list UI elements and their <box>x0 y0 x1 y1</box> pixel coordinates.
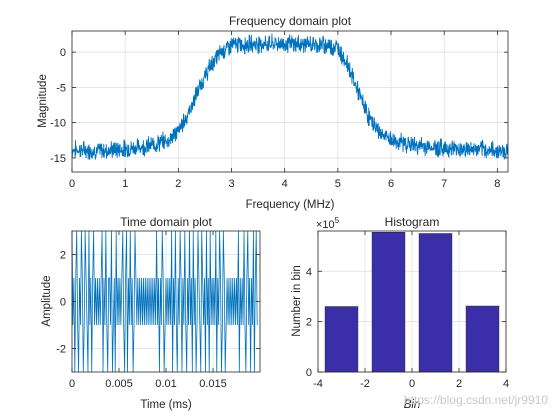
frequency-plot-xlabel: Frequency (MHz) <box>246 199 335 211</box>
time-domain-plot: Time domain plot 0 0.005 0.01 0.015 2 0 -2 Tim… <box>41 215 261 411</box>
histogram-bar <box>418 233 453 373</box>
freq-y-tick-label: 0 <box>60 47 66 59</box>
freq-x-tick-label: 2 <box>175 178 181 190</box>
time-x-tick-label: 0.01 <box>155 378 176 390</box>
frequency-plot-axes-box <box>71 30 509 173</box>
freq-x-tick-label: 0 <box>69 178 75 190</box>
freq-y-tick-label: -10 <box>50 118 66 130</box>
time-x-tick-label: 0.005 <box>105 378 133 390</box>
time-plot-ylabel: Amplitude <box>41 275 53 326</box>
hist-x-tick-label: 4 <box>503 378 509 390</box>
hist-y-tick-label: 4 <box>306 266 312 278</box>
histogram-exponent-label: ×105 <box>316 216 340 231</box>
time-plot-xlabel: Time (ms) <box>140 399 191 411</box>
time-x-tick-label: 0 <box>69 378 75 390</box>
hist-y-tick-label: 2 <box>306 317 312 329</box>
watermark-text: https://blog.csdn.net/jr9910 <box>404 393 548 407</box>
histogram-bar <box>465 305 500 373</box>
hist-x-tick-label: -4 <box>313 378 323 390</box>
time-y-tick-label: 2 <box>60 250 66 262</box>
frequency-plot-title: Frequency domain plot <box>229 14 352 28</box>
histogram-ylabel: Number in bin <box>291 265 303 337</box>
histogram-xlabel: Bin <box>404 399 421 411</box>
time-x-tick-label: 0.015 <box>199 378 227 390</box>
freq-y-tick-label: -5 <box>56 82 66 94</box>
freq-x-tick-label: 3 <box>228 178 234 190</box>
freq-x-tick-label: 8 <box>494 178 500 190</box>
histogram-bar <box>371 232 406 373</box>
frequency-spectrum-line <box>72 33 508 160</box>
histogram-title: Histogram <box>385 215 440 229</box>
freq-x-tick-label: 5 <box>335 178 341 190</box>
freq-x-tick-label: 6 <box>388 178 394 190</box>
time-y-tick-label: 0 <box>60 297 66 309</box>
time-signal-line <box>71 230 258 373</box>
frequency-domain-plot: Frequency domain plot 0 1 2 3 4 5 6 7 8 0 -5 -10 -15… <box>37 14 509 211</box>
freq-x-tick-label: 7 <box>441 178 447 190</box>
hist-x-tick-label: 2 <box>456 378 462 390</box>
freq-x-tick-label: 1 <box>122 178 128 190</box>
histogram-bar <box>324 306 359 373</box>
time-y-tick-label: -2 <box>56 344 66 356</box>
hist-x-tick-label: 0 <box>409 378 415 390</box>
freq-y-tick-label: -15 <box>50 153 66 165</box>
freq-x-tick-label: 4 <box>282 178 288 190</box>
hist-x-tick-label: -2 <box>360 378 370 390</box>
time-plot-title: Time domain plot <box>120 215 212 229</box>
frequency-plot-ylabel: Magnitude <box>37 74 49 128</box>
hist-y-tick-label: 0 <box>306 367 312 379</box>
histogram-plot: Histogram -4 -2 0 2 4 0 2 4 ×105 Bin Number in … <box>291 215 509 411</box>
